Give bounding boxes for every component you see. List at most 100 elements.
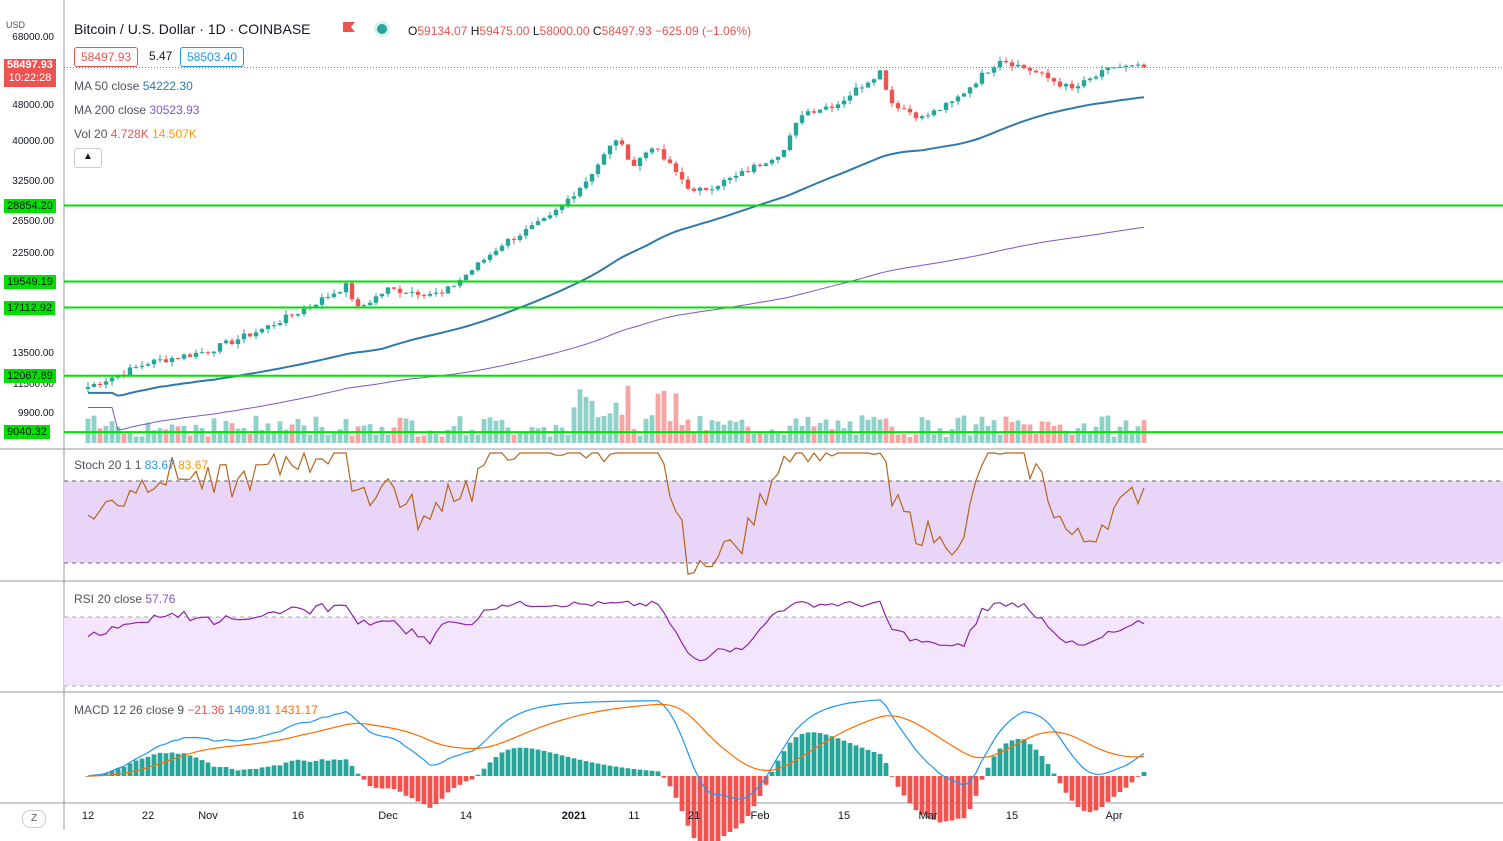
candle: [643, 151, 649, 161]
candle: [655, 148, 661, 152]
macd-hist-bar: [343, 759, 349, 776]
macd-value: 1409.81: [227, 703, 272, 717]
candle: [1093, 74, 1099, 81]
macd-line: [87, 699, 1145, 800]
candle: [601, 152, 607, 166]
candle-body: [1003, 60, 1009, 63]
candle-body: [679, 172, 685, 180]
volume-bar: [703, 430, 709, 443]
stoch-legend[interactable]: Stoch 20 1 1 83.67 83.67: [74, 458, 208, 472]
volume-bar: [163, 429, 169, 443]
candle-body: [409, 291, 415, 293]
collapse-legend-button[interactable]: ▲: [74, 148, 102, 168]
macd-hist-bar: [943, 776, 949, 822]
candle-body: [1129, 65, 1135, 67]
buy-price-button[interactable]: 58503.40: [180, 47, 245, 67]
candle-body: [1105, 67, 1111, 71]
candle-body: [1063, 83, 1069, 87]
macd-hist-bar: [85, 776, 91, 777]
macd-hist-bar: [967, 776, 973, 810]
volume-bar: [961, 415, 967, 443]
volume-bar: [619, 414, 625, 443]
macd-hist-bar: [541, 750, 547, 776]
zoom-reset-button[interactable]: Z: [22, 810, 46, 828]
candle-body: [805, 111, 811, 116]
candle-body: [133, 366, 139, 368]
macd-hist-bar: [451, 776, 457, 788]
candle-body: [439, 292, 445, 294]
candle: [1015, 60, 1021, 68]
volume-bar: [415, 436, 421, 443]
candle-body: [673, 163, 679, 173]
macd-hist-bar: [583, 761, 589, 776]
candle: [1135, 61, 1141, 69]
candle: [1087, 77, 1093, 83]
candle-body: [169, 358, 175, 363]
volume-bar: [367, 424, 373, 443]
candle: [151, 358, 157, 368]
candle: [811, 108, 817, 114]
candle-body: [319, 297, 325, 305]
volume-bar: [295, 418, 301, 443]
volume-bar: [265, 423, 271, 443]
macd-label: MACD 12 26 close 9: [74, 703, 185, 717]
volume-bar: [553, 424, 559, 443]
macd-hist-bar: [823, 734, 829, 776]
candle-body: [445, 286, 451, 294]
volume-legend[interactable]: Vol 20 4.728K 14.507K: [74, 127, 197, 141]
candle-body: [145, 364, 151, 366]
volume-bar: [271, 430, 277, 443]
candle-body: [535, 221, 541, 226]
rsi-legend[interactable]: RSI 20 close 57.76: [74, 592, 175, 606]
candle-body: [1141, 64, 1147, 68]
candle-body: [373, 296, 379, 303]
volume-bar: [1075, 428, 1081, 443]
candle-body: [847, 95, 853, 101]
candle-body: [565, 198, 571, 205]
macd-hist-bar: [1009, 740, 1015, 776]
candle: [919, 114, 925, 121]
volume-bar: [481, 419, 487, 443]
volume-bar: [901, 434, 907, 443]
time-tick-label: Feb: [750, 810, 770, 822]
macd-hist-bar: [1105, 776, 1111, 802]
volume-bar: [199, 428, 205, 443]
candle-body: [223, 340, 229, 344]
macd-signal-value: 1431.17: [274, 703, 318, 717]
candle-body: [661, 149, 667, 160]
volume-bar: [193, 424, 199, 443]
flag-icon[interactable]: [343, 22, 355, 32]
sell-price-button[interactable]: 58497.93: [74, 47, 139, 67]
macd-hist-bar: [457, 776, 463, 785]
candle-body: [799, 115, 805, 123]
candle: [397, 285, 403, 298]
ma50-legend[interactable]: MA 50 close 54222.30: [74, 79, 193, 93]
volume-bar: [283, 429, 289, 443]
macd-hist-bar: [529, 748, 535, 776]
candle: [337, 291, 343, 294]
volume-bar: [841, 428, 847, 443]
candle: [541, 216, 547, 222]
candle: [619, 137, 625, 147]
candle: [859, 84, 865, 93]
volume-bar: [937, 428, 943, 443]
candle-body: [571, 196, 577, 199]
candle-body: [1033, 70, 1039, 73]
macd-hist-bar: [355, 773, 361, 776]
macd-hist-bar: [397, 776, 403, 792]
ma200-legend[interactable]: MA 200 close 30523.93: [74, 103, 199, 117]
volume-bar: [751, 433, 757, 443]
candle: [775, 156, 781, 164]
candle: [187, 352, 193, 357]
volume-bar: [121, 433, 127, 443]
candle: [805, 108, 811, 116]
macd-hist-bar: [637, 769, 643, 776]
candle-body: [517, 235, 523, 240]
candle-body: [925, 115, 931, 117]
macd-hist-bar: [565, 756, 571, 776]
macd-hist-bar: [793, 737, 799, 776]
macd-legend[interactable]: MACD 12 26 close 9 −21.36 1409.81 1431.1…: [74, 703, 318, 717]
candle-body: [361, 305, 367, 307]
volume-bar: [979, 416, 985, 443]
